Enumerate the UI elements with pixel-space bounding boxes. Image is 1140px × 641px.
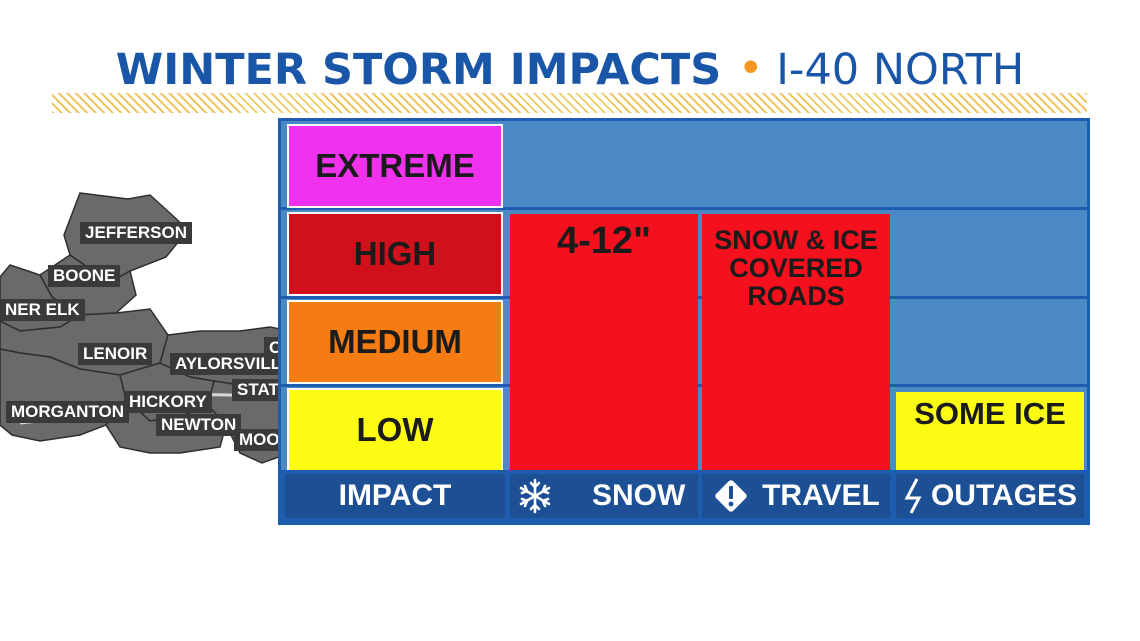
category-label: SNOW xyxy=(592,479,686,512)
level-high: HIGH xyxy=(287,212,503,296)
travel-line: COVERED xyxy=(729,253,863,283)
category-snow: SNOW xyxy=(510,474,698,518)
level-label: LOW xyxy=(356,411,434,448)
grid-line xyxy=(281,207,1087,210)
level-low: LOW xyxy=(287,388,503,472)
outages-impact-cell: SOME ICE xyxy=(896,392,1084,473)
category-label: OUTAGES xyxy=(930,479,1078,512)
title-main: WINTER STORM IMPACTS xyxy=(115,45,722,95)
impact-board: EXTREME HIGH MEDIUM LOW 4-12" SNOW & ICE… xyxy=(278,118,1090,525)
level-label: EXTREME xyxy=(315,147,475,184)
city-label: NEWTON xyxy=(156,414,242,436)
level-medium: MEDIUM xyxy=(287,300,503,384)
city-label: LENOIR xyxy=(78,343,153,365)
lightning-icon xyxy=(903,477,925,515)
travel-line: SNOW & ICE xyxy=(714,225,878,255)
city-label: JEFFERSON xyxy=(80,222,193,244)
separator-dot: • xyxy=(739,47,763,89)
hatched-divider xyxy=(52,93,1087,113)
city-label: MORGANTON xyxy=(6,401,130,423)
outages-value: SOME ICE xyxy=(914,396,1066,431)
city-label: BOONE xyxy=(48,265,121,287)
warning-diamond-icon xyxy=(712,477,750,515)
county-map: JEFFERSON BOONE NER ELK LENOIR AYLORSVIL… xyxy=(0,185,298,475)
travel-impact-cell: SNOW & ICE COVERED ROADS xyxy=(702,214,890,473)
category-travel: TRAVEL xyxy=(702,474,890,518)
category-label: TRAVEL xyxy=(762,479,880,512)
title-sub: I-40 NORTH xyxy=(776,45,1025,95)
page-title: WINTER STORM IMPACTS • I-40 NORTH xyxy=(0,40,1140,100)
snow-amount: 4-12" xyxy=(556,220,652,262)
category-label: IMPACT xyxy=(338,479,452,512)
city-label: HICKORY xyxy=(124,391,212,413)
city-label: NER ELK xyxy=(0,299,85,321)
category-impact: IMPACT xyxy=(285,474,505,518)
category-outages: OUTAGES xyxy=(896,474,1084,518)
level-label: HIGH xyxy=(353,235,437,272)
travel-line: ROADS xyxy=(747,281,845,311)
category-footer: IMPACT SNOW xyxy=(281,470,1087,522)
level-extreme: EXTREME xyxy=(287,124,503,208)
snowflake-icon xyxy=(516,477,554,515)
level-label: MEDIUM xyxy=(328,323,462,360)
snow-impact-cell: 4-12" xyxy=(510,214,698,473)
